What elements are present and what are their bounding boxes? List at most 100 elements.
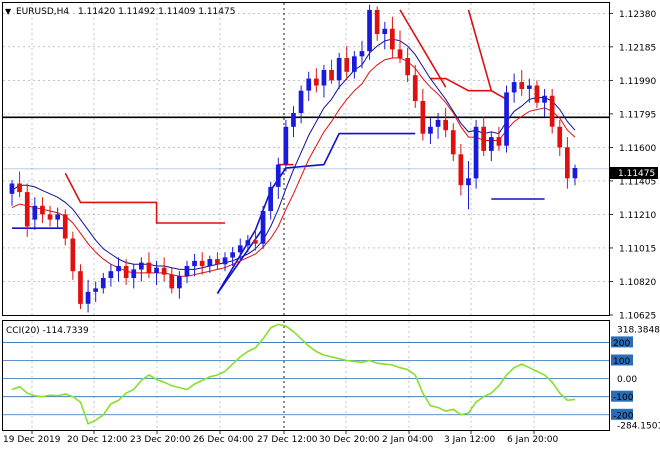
candle-body (420, 101, 426, 134)
candle (489, 131, 494, 162)
candle (443, 107, 448, 138)
candle (253, 229, 258, 251)
cci-tick-label: 200 (613, 339, 630, 349)
candle-body (55, 214, 60, 220)
candle-body (230, 252, 235, 258)
candle (47, 205, 53, 227)
candle (24, 183, 30, 237)
candle-body (260, 211, 266, 244)
candle-body (100, 278, 106, 289)
candle (519, 70, 525, 96)
cci-level-tag (611, 336, 633, 348)
candle-body (557, 126, 563, 148)
candle-body (146, 262, 152, 273)
candle (397, 30, 403, 64)
candle (207, 255, 213, 273)
candle-body (245, 240, 251, 246)
resistance-trend-line (399, 9, 447, 88)
price-axis: 1.12380 1.12185 1.11990 1.11795 1.11600 1.114… (609, 10, 656, 322)
candle-body (291, 113, 296, 127)
candle-body (78, 271, 83, 304)
cci-level-tag (611, 408, 633, 420)
candle (374, 6, 380, 41)
candle-body (321, 70, 327, 86)
candle-body (222, 257, 228, 265)
candle (230, 247, 235, 267)
candle (199, 252, 205, 275)
candle (70, 231, 76, 280)
candle (390, 16, 395, 59)
candle (367, 4, 372, 60)
current-price-tag (610, 167, 658, 179)
candle-body (397, 49, 403, 58)
candle (382, 21, 388, 50)
candle (17, 171, 22, 198)
main-panel-frame (2, 2, 610, 316)
cci-tick-label: 318.3848 (617, 326, 660, 336)
candle (534, 80, 540, 108)
candle-body (314, 78, 319, 86)
candle (161, 257, 167, 282)
candle-body (40, 205, 45, 215)
cci-tick-label: -200 (613, 411, 634, 421)
time-tick-label: 23 Dec 20:00 (130, 435, 191, 445)
candle-body (154, 267, 159, 273)
time-tick-label: 6 Jan 20:00 (507, 435, 559, 445)
price-tick-label: 1.11405 (619, 177, 656, 187)
candle-body (116, 266, 121, 272)
candle (260, 205, 266, 249)
symbol-dropdown-icon[interactable]: ▼ (5, 7, 12, 16)
candle-body (123, 266, 129, 278)
candle (177, 271, 182, 299)
candle-body (466, 178, 471, 186)
candle (329, 59, 334, 84)
candle-body (527, 85, 532, 89)
candle-body (443, 119, 448, 131)
candle-body (62, 214, 68, 239)
candle-body (336, 58, 342, 81)
candle-body (253, 240, 258, 244)
candle (245, 235, 251, 253)
price-tick-label: 1.12380 (619, 10, 656, 20)
candle (504, 85, 509, 153)
candle-body (17, 183, 22, 193)
candle-body (32, 205, 38, 220)
candle-body (367, 9, 372, 52)
candle (458, 143, 464, 196)
candle (283, 119, 289, 172)
candle (557, 119, 563, 156)
candle-body (542, 95, 547, 103)
candle (32, 197, 38, 230)
time-axis: 19 Dec 2019 20 Dec 12:00 23 Dec 20:00 26 De… (3, 430, 559, 445)
cci-line (11, 323, 576, 425)
candle (268, 181, 273, 220)
candle (55, 207, 60, 229)
candle-body (565, 147, 570, 179)
cci-tick-label: 0.00 (617, 375, 637, 385)
candle-body (374, 9, 380, 34)
candle-body (504, 92, 509, 146)
cci-level-tag (611, 390, 633, 402)
cci-axis: 318.3848 200 100 0.00 -100 -200-284.1501 (611, 326, 660, 432)
candle (192, 253, 197, 277)
candle-body (215, 259, 220, 265)
candle-body (382, 28, 388, 34)
candle-body (352, 56, 357, 72)
candle-body (390, 28, 395, 50)
candle (93, 281, 98, 303)
moving-averages (11, 38, 576, 277)
candle-body (405, 58, 410, 76)
candle-body (298, 90, 304, 113)
price-tick-label: 1.10625 (619, 312, 656, 322)
candle-body (435, 119, 441, 127)
candle (428, 118, 433, 144)
candle (496, 126, 502, 151)
candle-body (268, 186, 273, 211)
candle (40, 197, 45, 224)
candle (572, 164, 578, 186)
candle-body (47, 214, 53, 220)
candle (336, 52, 342, 89)
signal-lines (12, 9, 545, 294)
candle (481, 116, 486, 156)
candle-body (489, 137, 494, 151)
